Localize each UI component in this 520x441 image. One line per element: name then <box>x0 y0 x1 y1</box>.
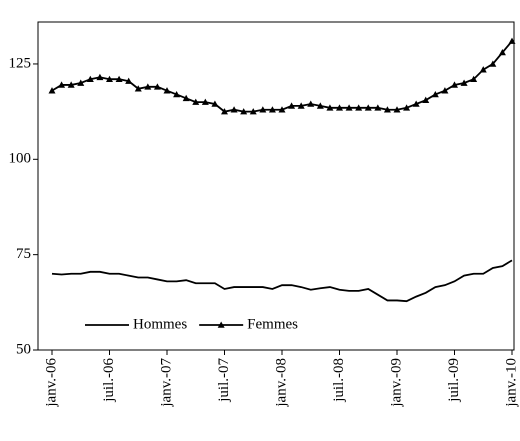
point-marker <box>355 104 363 111</box>
x-tick-label: janv.-09 <box>388 358 404 408</box>
point-marker <box>470 75 478 83</box>
point-marker <box>508 37 516 44</box>
point-marker <box>125 77 133 84</box>
point-marker <box>249 108 257 115</box>
point-marker <box>259 106 267 113</box>
legend-label: Hommes <box>133 316 187 332</box>
point-marker <box>431 90 439 98</box>
x-tick-label: juil.-08 <box>331 358 347 403</box>
point-marker <box>268 106 276 113</box>
point-marker <box>134 85 142 92</box>
point-marker <box>67 81 75 88</box>
x-tick-label: janv.-10 <box>503 358 519 408</box>
point-marker <box>460 79 468 86</box>
point-marker <box>86 75 94 83</box>
legend-marker <box>217 321 225 328</box>
point-marker <box>77 79 85 86</box>
point-marker <box>278 106 286 113</box>
series-line <box>51 259 513 303</box>
legend-label: Femmes <box>247 316 298 332</box>
point-marker <box>58 81 66 88</box>
series-line <box>51 40 513 113</box>
point-marker <box>307 100 315 107</box>
point-marker <box>96 73 104 81</box>
point-marker <box>374 104 382 111</box>
point-marker <box>326 104 334 111</box>
x-tick-label: juil.-06 <box>101 358 117 403</box>
x-tick-label: janv.-07 <box>158 358 174 408</box>
point-marker <box>345 104 353 111</box>
x-tick-label: juil.-07 <box>216 358 232 403</box>
point-marker <box>115 75 123 83</box>
point-marker <box>182 94 190 102</box>
point-marker <box>153 83 161 90</box>
point-marker <box>297 102 305 109</box>
point-marker <box>163 87 171 94</box>
point-marker <box>211 100 219 107</box>
point-marker <box>383 106 391 113</box>
point-marker <box>192 98 200 105</box>
point-marker <box>489 60 497 67</box>
point-marker <box>422 96 430 103</box>
point-marker <box>230 106 238 113</box>
y-tick-label: 75 <box>16 246 31 262</box>
point-marker <box>316 102 324 109</box>
point-marker <box>288 102 296 109</box>
point-marker <box>144 83 152 90</box>
x-tick-label: janv.-08 <box>273 358 289 408</box>
point-marker <box>412 100 420 107</box>
point-marker <box>441 87 449 94</box>
point-marker <box>173 90 181 98</box>
y-tick-label: 125 <box>9 55 32 71</box>
x-tick-label: juil.-09 <box>446 358 462 403</box>
y-tick-label: 50 <box>16 341 31 357</box>
point-marker <box>336 104 343 111</box>
plot-frame <box>37 21 515 351</box>
point-marker <box>393 106 401 113</box>
point-marker <box>403 104 411 111</box>
point-marker <box>221 108 228 115</box>
point-marker <box>48 87 56 94</box>
point-marker <box>479 66 487 73</box>
y-tick-label: 100 <box>9 151 32 167</box>
point-marker <box>451 81 458 88</box>
point-marker <box>201 98 209 105</box>
point-marker <box>240 108 248 115</box>
x-tick-label: janv.-06 <box>43 358 59 408</box>
point-marker <box>106 75 113 83</box>
point-marker <box>498 49 506 56</box>
point-marker <box>364 104 372 111</box>
